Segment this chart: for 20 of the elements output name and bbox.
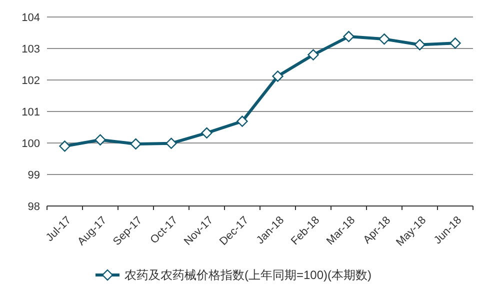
y-tick-label: 99 xyxy=(28,169,40,182)
point xyxy=(308,49,319,60)
point xyxy=(343,30,354,42)
point xyxy=(130,138,142,150)
point xyxy=(201,127,212,139)
point xyxy=(414,39,426,50)
point xyxy=(94,134,106,146)
y-tick-label: 103 xyxy=(22,43,40,56)
point xyxy=(272,70,284,82)
point xyxy=(166,138,177,149)
y-tick-label: 104 xyxy=(22,12,40,24)
y-tick-label: 100 xyxy=(22,138,40,150)
point xyxy=(378,33,390,45)
y-tick-label: 101 xyxy=(22,106,40,118)
y-tick-label: 98 xyxy=(28,200,40,213)
point xyxy=(59,140,70,152)
point xyxy=(450,38,461,49)
y-tick-label: 102 xyxy=(22,74,40,87)
point xyxy=(236,116,248,127)
legend-label: 农药及农药械价格指数(上年同期=100)(本期数) xyxy=(124,268,372,282)
